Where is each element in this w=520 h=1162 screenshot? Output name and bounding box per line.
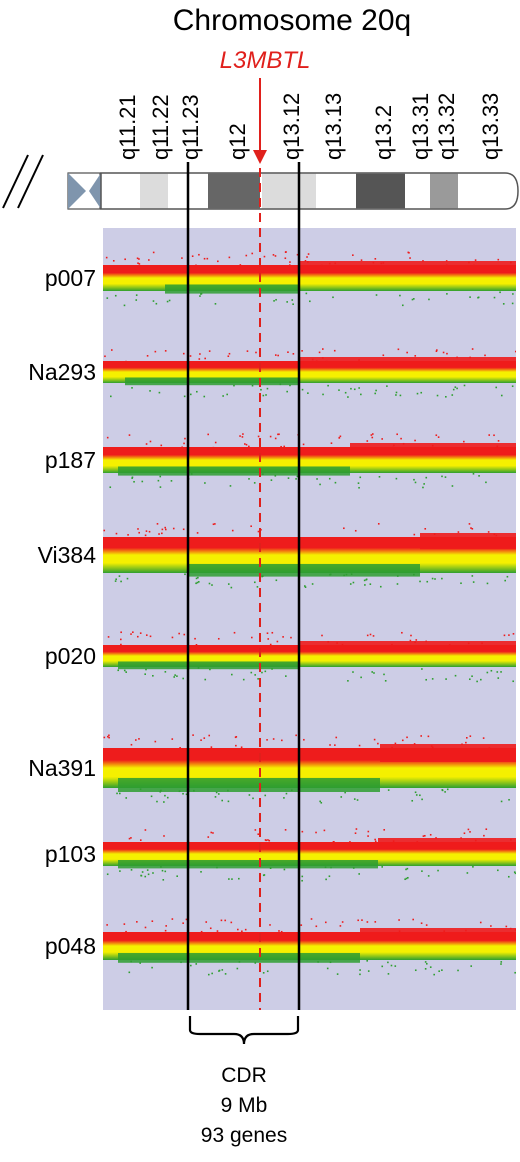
band-label-q11-22: q11.22 <box>148 94 173 160</box>
band-stain-block <box>208 173 260 209</box>
sample-label-Vi384: Vi384 <box>38 542 97 568</box>
band-label-q13-31: q13.31 <box>408 93 433 160</box>
band-label-q13-12: q13.12 <box>279 93 304 160</box>
track-p020 <box>103 631 516 683</box>
band-label-q13-33: q13.33 <box>478 93 503 160</box>
band-stain-block <box>262 173 316 209</box>
cdr-brace <box>188 1016 300 1045</box>
band-label-q13-13: q13.13 <box>321 93 346 160</box>
cdr-label: CDR <box>221 1064 267 1087</box>
track-p048 <box>103 918 516 976</box>
chromosome-ideogram <box>2 154 519 210</box>
centromere-left <box>68 173 86 209</box>
break-mark-right <box>17 154 44 209</box>
cdr-genes: 93 genes <box>201 1124 287 1147</box>
sample-label-Na391: Na391 <box>28 755 96 781</box>
band-label-q13-2: q13.2 <box>371 105 396 160</box>
band-label-q12: q12 <box>225 123 250 160</box>
track-Na391 <box>103 734 516 804</box>
band-label-q11-23: q11.23 <box>178 94 203 160</box>
band-stain-block <box>356 173 405 209</box>
band-stain-block <box>458 173 505 209</box>
track-Na293 <box>103 348 516 398</box>
track-Vi384 <box>103 523 516 589</box>
sample-labels: p007 Na293 p187 Vi384 p020 Na391 p103 p048 <box>28 265 96 959</box>
centromere-right <box>89 173 101 209</box>
band-stain-block <box>430 173 458 209</box>
ideogram-outline <box>100 172 519 210</box>
figure-title: Chromosome 20q <box>173 4 411 37</box>
track-p187 <box>103 433 516 489</box>
band-rects <box>101 173 505 209</box>
band-stain-block <box>405 173 430 209</box>
band-stain-block <box>101 173 140 209</box>
band-stain-block <box>140 173 168 209</box>
break-mark-left <box>2 154 29 209</box>
sample-label-p103: p103 <box>45 841 96 867</box>
cdr-size: 9 Mb <box>221 1094 268 1117</box>
sample-label-p048: p048 <box>45 933 96 959</box>
track-p103 <box>103 828 516 882</box>
band-stain-block <box>316 173 356 209</box>
track-p007 <box>103 251 516 307</box>
gene-label: L3MBTL <box>220 47 311 74</box>
gene-arrow-head <box>253 150 267 164</box>
sample-label-p187: p187 <box>45 447 96 473</box>
band-label-q13-32: q13.32 <box>434 93 459 160</box>
data-panel-background <box>103 228 516 1010</box>
band-label-q11-21: q11.21 <box>115 94 140 160</box>
band-labels: q11.21 q11.22 q11.23 q12 q13.12 q13.13 q13.2 q1… <box>115 93 503 160</box>
sample-label-p020: p020 <box>45 643 96 669</box>
sample-label-p007: p007 <box>45 265 96 291</box>
sample-label-Na293: Na293 <box>28 359 96 385</box>
sample-tracks <box>103 251 516 976</box>
